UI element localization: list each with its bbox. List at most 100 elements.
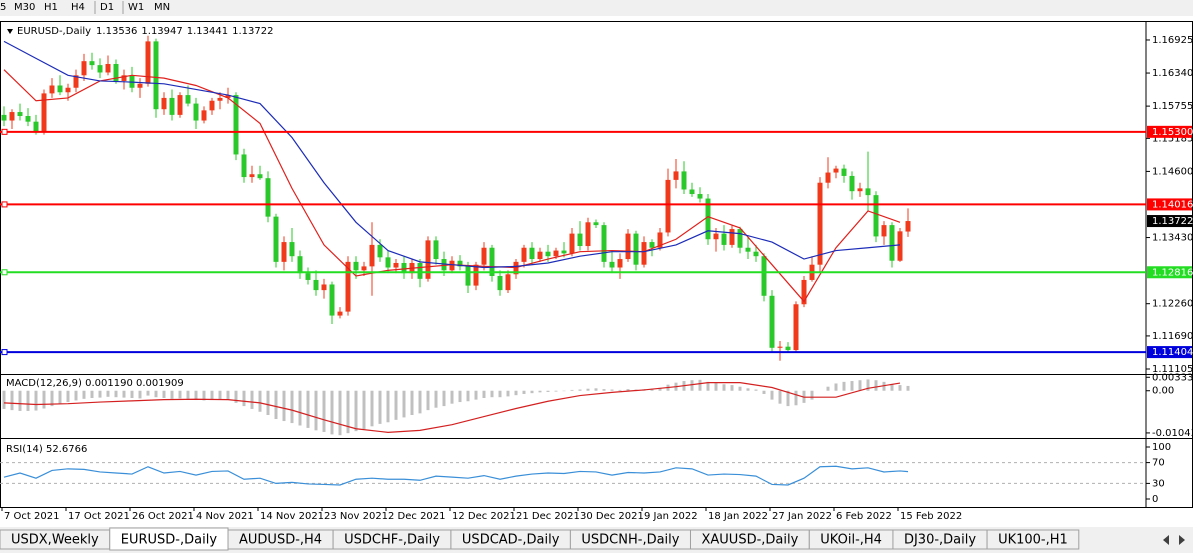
tab-scroll-left[interactable] [1163, 535, 1169, 545]
candle-body [9, 112, 15, 121]
timeframe-button[interactable]: W1 [128, 2, 144, 13]
macd-histogram-bar [810, 390, 814, 400]
macd-histogram-bar [514, 390, 518, 396]
level-anchor [1, 349, 8, 356]
macd-histogram-bar [874, 380, 878, 391]
timeframe-button[interactable]: 5 [0, 2, 6, 13]
macd-histogram-bar [626, 389, 630, 391]
level-price-label: 1.12816 [1152, 267, 1193, 278]
candle-body [297, 256, 303, 274]
macd-histogram-bar [482, 390, 486, 399]
y-tick-label: 30 [1152, 478, 1165, 489]
tab-label[interactable]: DJ30-,Daily [904, 533, 976, 548]
symbol-tab[interactable]: USDX,Weekly [0, 529, 111, 550]
tab-background [986, 529, 1080, 550]
macd-histogram-bar [306, 390, 310, 428]
timeframe-button[interactable]: MN [154, 2, 170, 13]
panel-menu-icon [7, 29, 13, 34]
tab-label[interactable]: AUDUSD-,H4 [239, 533, 322, 548]
candle-body [321, 284, 327, 291]
macd-histogram-bar [898, 385, 902, 391]
tab-label[interactable]: USDCNH-,Daily [581, 533, 679, 548]
y-tick-label: 100 [1152, 442, 1171, 453]
y-tick-label: 1.11105 [1152, 364, 1193, 375]
candle-body [89, 61, 95, 66]
y-tick-label: 0.00 [1152, 386, 1174, 397]
y-tick-label: 1.14600 [1152, 166, 1193, 177]
candle-body [553, 250, 559, 257]
candle-body [281, 242, 287, 262]
macd-histogram-bar [10, 390, 14, 411]
symbol-tab[interactable]: EURUSD-,Daily [109, 527, 229, 551]
candle-body [249, 174, 255, 178]
timeframe-button[interactable]: M30 [14, 2, 35, 13]
symbol-tab[interactable]: XAUUSD-,Daily [689, 529, 810, 550]
x-tick-label: 27 Jan 2022 [772, 511, 832, 522]
macd-histogram-bar [522, 390, 526, 394]
symbol-tab[interactable]: DJ30-,Daily [892, 529, 988, 550]
candle-body [425, 240, 431, 279]
tab-label[interactable]: EURUSD-,Daily [121, 533, 218, 548]
macd-histogram-bar [786, 390, 790, 407]
candle-body [457, 260, 463, 267]
candle-body [177, 95, 183, 115]
candle-body [545, 251, 551, 257]
candle-body [161, 97, 167, 110]
low-price: 1.13441 [187, 26, 228, 37]
candle-body [121, 75, 127, 81]
candle-body [145, 41, 151, 84]
symbol-tab[interactable]: USDCAD-,Daily [450, 529, 571, 550]
symbol-tab[interactable]: USDCHF-,Daily [332, 529, 452, 550]
candle-body [57, 85, 63, 93]
x-tick-label: 15 Feb 2022 [900, 511, 962, 522]
candle-body [289, 242, 295, 257]
macd-histogram-bar [746, 388, 750, 391]
candle-body [769, 295, 775, 348]
macd-histogram-bar [866, 379, 870, 391]
tab-label[interactable]: XAUUSD-,Daily [701, 533, 798, 548]
macd-histogram-bar [474, 390, 478, 400]
candle-body [857, 188, 863, 192]
tab-label[interactable]: USDCAD-,Daily [462, 533, 560, 548]
macd-histogram-bar [826, 386, 830, 391]
macd-histogram-bar [74, 390, 78, 401]
symbol-tab[interactable]: AUDUSD-,H4 [227, 529, 334, 550]
symbol-tab[interactable]: UK100-,H1 [986, 529, 1080, 550]
y-tick-label: -0.010439 [1152, 428, 1193, 439]
tab-label[interactable]: USDX,Weekly [11, 533, 99, 548]
tab-scroll-right[interactable] [1179, 535, 1185, 545]
y-tick-label: 1.11690 [1152, 331, 1193, 342]
candle-body [393, 262, 399, 268]
candle-body [329, 284, 335, 316]
symbol-tab[interactable]: UKOil-,H4 [808, 529, 894, 550]
x-tick-label: 7 Oct 2021 [4, 511, 59, 522]
candle-body [497, 275, 503, 291]
macd-histogram-bar [850, 381, 854, 391]
macd-histogram-bar [610, 389, 614, 391]
macd-histogram-bar [274, 390, 278, 420]
candle-body [609, 261, 615, 268]
macd-histogram-bar [186, 390, 190, 399]
macd-histogram-bar [570, 389, 574, 391]
timeframe-button[interactable]: H4 [71, 2, 85, 13]
macd-histogram-bar [658, 387, 662, 391]
macd-histogram-bar [146, 390, 150, 396]
candle-body [737, 229, 743, 248]
current-price-label: 1.13722 [1152, 216, 1193, 227]
candle-body [41, 93, 47, 132]
macd-histogram-bar [90, 390, 94, 399]
tab-label[interactable]: UK100-,H1 [998, 533, 1068, 548]
macd-histogram-bar [834, 383, 838, 391]
timeframe-button[interactable]: D1 [100, 2, 114, 13]
candle-body [105, 64, 111, 73]
candle-body [17, 112, 23, 117]
tab-label[interactable]: USDCHF-,Daily [344, 533, 440, 548]
timeframe-button[interactable]: H1 [44, 2, 58, 13]
macd-histogram-bar [18, 390, 22, 411]
candle-body [561, 250, 567, 254]
symbol-tab[interactable]: USDCNH-,Daily [569, 529, 691, 550]
macd-histogram-bar [242, 390, 246, 407]
tab-label[interactable]: UKOil-,H4 [820, 533, 882, 548]
